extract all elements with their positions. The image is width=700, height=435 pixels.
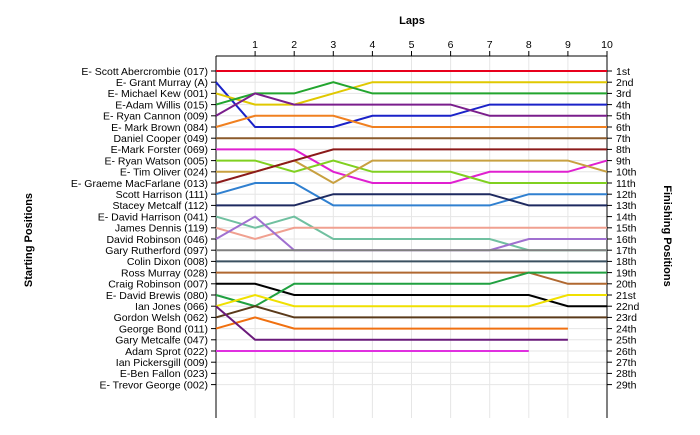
finish-position-label: 29th <box>616 379 637 391</box>
start-driver-label: Ian Jones (066) <box>135 301 208 313</box>
series-lines <box>215 70 608 352</box>
start-driver-label: Gary Rutherford (097) <box>105 245 208 257</box>
finish-position-label: 25th <box>616 335 637 347</box>
start-driver-label: E- David Harrison (041) <box>98 211 208 223</box>
finish-position-label: 24th <box>616 323 637 335</box>
series-line <box>216 159 607 184</box>
series-line <box>216 193 607 207</box>
lap-tick-label: 7 <box>487 39 493 51</box>
start-driver-label: E- Tim Oliver (024) <box>120 167 208 179</box>
start-driver-label: David Robinson (046) <box>106 234 208 246</box>
lap-tick-label: 2 <box>291 39 297 51</box>
series-line <box>215 226 607 241</box>
lap-tick-label: 5 <box>409 39 415 51</box>
start-driver-label: Craig Robinson (007) <box>108 279 208 291</box>
lap-tick-label: 4 <box>369 39 375 51</box>
lap-tick-label: 3 <box>330 39 336 51</box>
finish-position-label: 28th <box>616 368 637 380</box>
finish-position-label: 13th <box>616 200 637 212</box>
finish-position-label: 9th <box>616 155 631 167</box>
series-line <box>216 148 608 184</box>
right-axis-title: Finishing Positions <box>661 185 673 286</box>
finish-position-label: 10th <box>616 167 637 179</box>
start-driver-label: E- Ryan Cannon (009) <box>103 111 208 123</box>
start-driver-label: E- Trevor George (002) <box>99 379 208 391</box>
start-driver-label: E- Mark Brown (084) <box>111 122 208 134</box>
start-driver-label: E-Ben Fallon (023) <box>120 368 208 380</box>
series-line <box>215 271 607 308</box>
finish-position-label: 21st <box>616 290 636 302</box>
finish-position-label: 27th <box>616 357 637 369</box>
finish-position-label: 17th <box>616 245 637 257</box>
lap-tick-label: 9 <box>565 39 571 51</box>
start-driver-label: E- Scott Abercrombie (017) <box>81 66 208 78</box>
finish-position-label: 3rd <box>616 88 631 100</box>
finish-position-label: 11th <box>616 178 636 190</box>
start-driver-label: Ross Murray (028) <box>121 267 208 279</box>
start-driver-label: E-Adam Willis (015) <box>115 99 208 111</box>
start-driver-label: E- Michael Kew (001) <box>108 88 208 100</box>
start-driver-label: Adam Sprot (022) <box>125 346 208 358</box>
series-line <box>215 182 607 207</box>
finish-position-label: 20th <box>616 279 637 291</box>
x-axis-title: Laps <box>399 15 425 27</box>
series-line <box>216 271 607 285</box>
finish-position-label: 2nd <box>616 77 634 89</box>
series-line <box>215 305 568 341</box>
finish-position-label: 19th <box>616 267 637 279</box>
series-line <box>215 148 607 184</box>
finish-position-label: 14th <box>616 211 637 223</box>
start-driver-label: Gary Metcalfe (047) <box>115 335 208 347</box>
finish-position-label: 22nd <box>616 301 640 313</box>
start-driver-label: James Dennis (119) <box>115 223 208 235</box>
series-line <box>215 81 607 106</box>
finish-position-label: 18th <box>616 256 637 268</box>
left-axis-title: Starting Positions <box>23 193 35 287</box>
finish-position-label: 7th <box>616 133 631 145</box>
finish-position-label: 5th <box>616 111 631 123</box>
start-driver-label: Scott Harrison (111) <box>116 189 208 201</box>
start-driver-label: E- Graeme MacFarlane (013) <box>71 178 208 190</box>
finish-position-label: 16th <box>616 234 637 246</box>
start-driver-label: E-Mark Forster (069) <box>111 144 208 156</box>
finish-position-label: 15th <box>616 223 637 235</box>
series-line <box>215 81 607 128</box>
start-driver-label: Gordon Welsh (062) <box>114 312 208 324</box>
finish-position-label: 1st <box>616 66 630 78</box>
series-line <box>215 316 568 330</box>
series-line <box>215 293 607 308</box>
start-driver-label: Ian Pickersgill (009) <box>116 357 208 369</box>
lap-tick-label: 8 <box>526 39 532 51</box>
grid <box>216 56 608 418</box>
lap-tick-label: 10 <box>601 39 613 51</box>
finish-position-label: 4th <box>616 99 631 111</box>
finish-position-label: 8th <box>616 144 631 156</box>
start-driver-label: E- Ryan Watson (005) <box>105 155 208 167</box>
start-driver-label: E- Grant Murray (A) <box>116 77 208 89</box>
series-line <box>215 92 607 117</box>
finish-position-label: 23rd <box>616 312 637 324</box>
series-line <box>215 81 607 106</box>
start-driver-label: Colin Dixon (008) <box>127 256 208 268</box>
finish-position-label: 12th <box>616 189 637 201</box>
start-driver-label: Stacey Metcalf (112) <box>112 200 208 212</box>
series-line <box>215 305 607 319</box>
start-driver-label: Daniel Cooper (049) <box>113 133 208 145</box>
lap-tick-label: 6 <box>448 39 454 51</box>
start-driver-label: E- David Brewis (080) <box>106 290 208 302</box>
finish-position-label: 26th <box>616 346 637 358</box>
lap-tick-label: 1 <box>252 39 258 51</box>
labels: 1 2 3 4 5 6 7 8 9 10E- Scott Abercrombie (017)E- … <box>71 39 640 391</box>
finish-position-label: 6th <box>616 122 631 134</box>
start-driver-label: George Bond (011) <box>119 323 208 335</box>
series-line <box>215 114 607 128</box>
